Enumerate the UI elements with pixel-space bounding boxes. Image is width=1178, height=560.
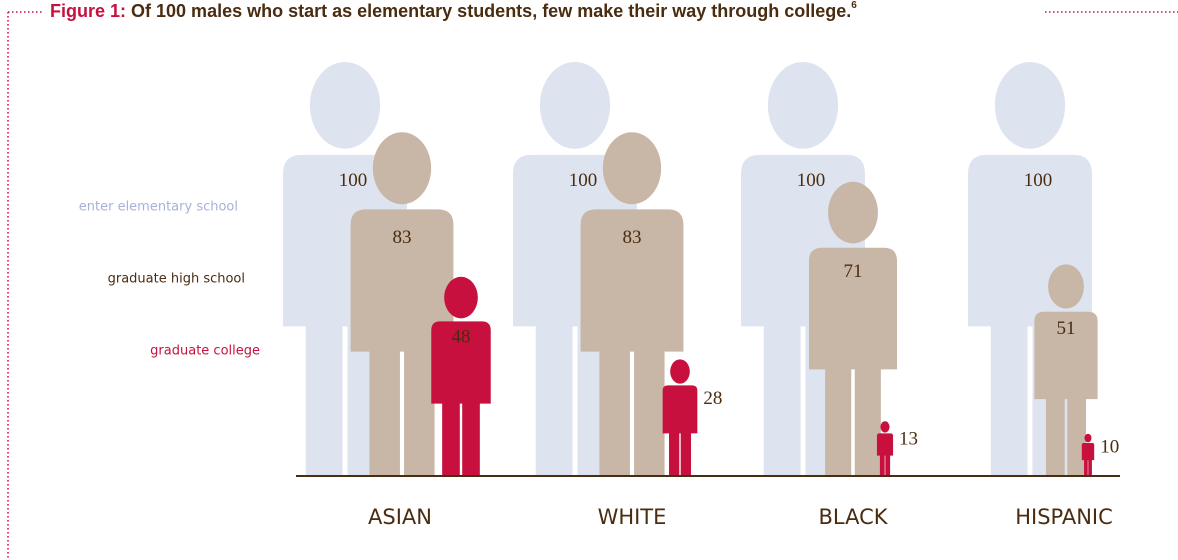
- value-label: 100: [339, 170, 368, 191]
- person-figure: [663, 359, 698, 475]
- value-label: 83: [623, 227, 642, 248]
- value-label: 100: [797, 170, 826, 191]
- category-label: WHITE: [598, 505, 667, 529]
- title-note: 6: [851, 0, 857, 11]
- chart: Figure 1: Of 100 males who start as elem…: [0, 0, 1178, 560]
- value-label: 83: [393, 227, 412, 248]
- legend-label: enter elementary school: [79, 200, 238, 215]
- legend-label: graduate high school: [108, 272, 245, 287]
- value-label: 51: [1057, 318, 1076, 339]
- value-label: 13: [899, 428, 918, 449]
- category-label: ASIAN: [368, 505, 432, 529]
- value-label: 10: [1100, 437, 1119, 458]
- value-label: 100: [569, 170, 598, 191]
- title-text: Of 100 males who start as elementary stu…: [131, 1, 851, 21]
- category-label: BLACK: [818, 505, 888, 529]
- value-label: 28: [703, 388, 722, 409]
- chart-title: Figure 1: Of 100 males who start as elem…: [50, 0, 857, 21]
- legend-label: graduate college: [150, 344, 260, 359]
- value-label: 48: [452, 327, 471, 348]
- value-label: 71: [844, 261, 863, 282]
- category-label: HISPANIC: [1015, 505, 1113, 529]
- title-label: Figure 1:: [50, 1, 126, 21]
- value-label: 100: [1024, 170, 1053, 191]
